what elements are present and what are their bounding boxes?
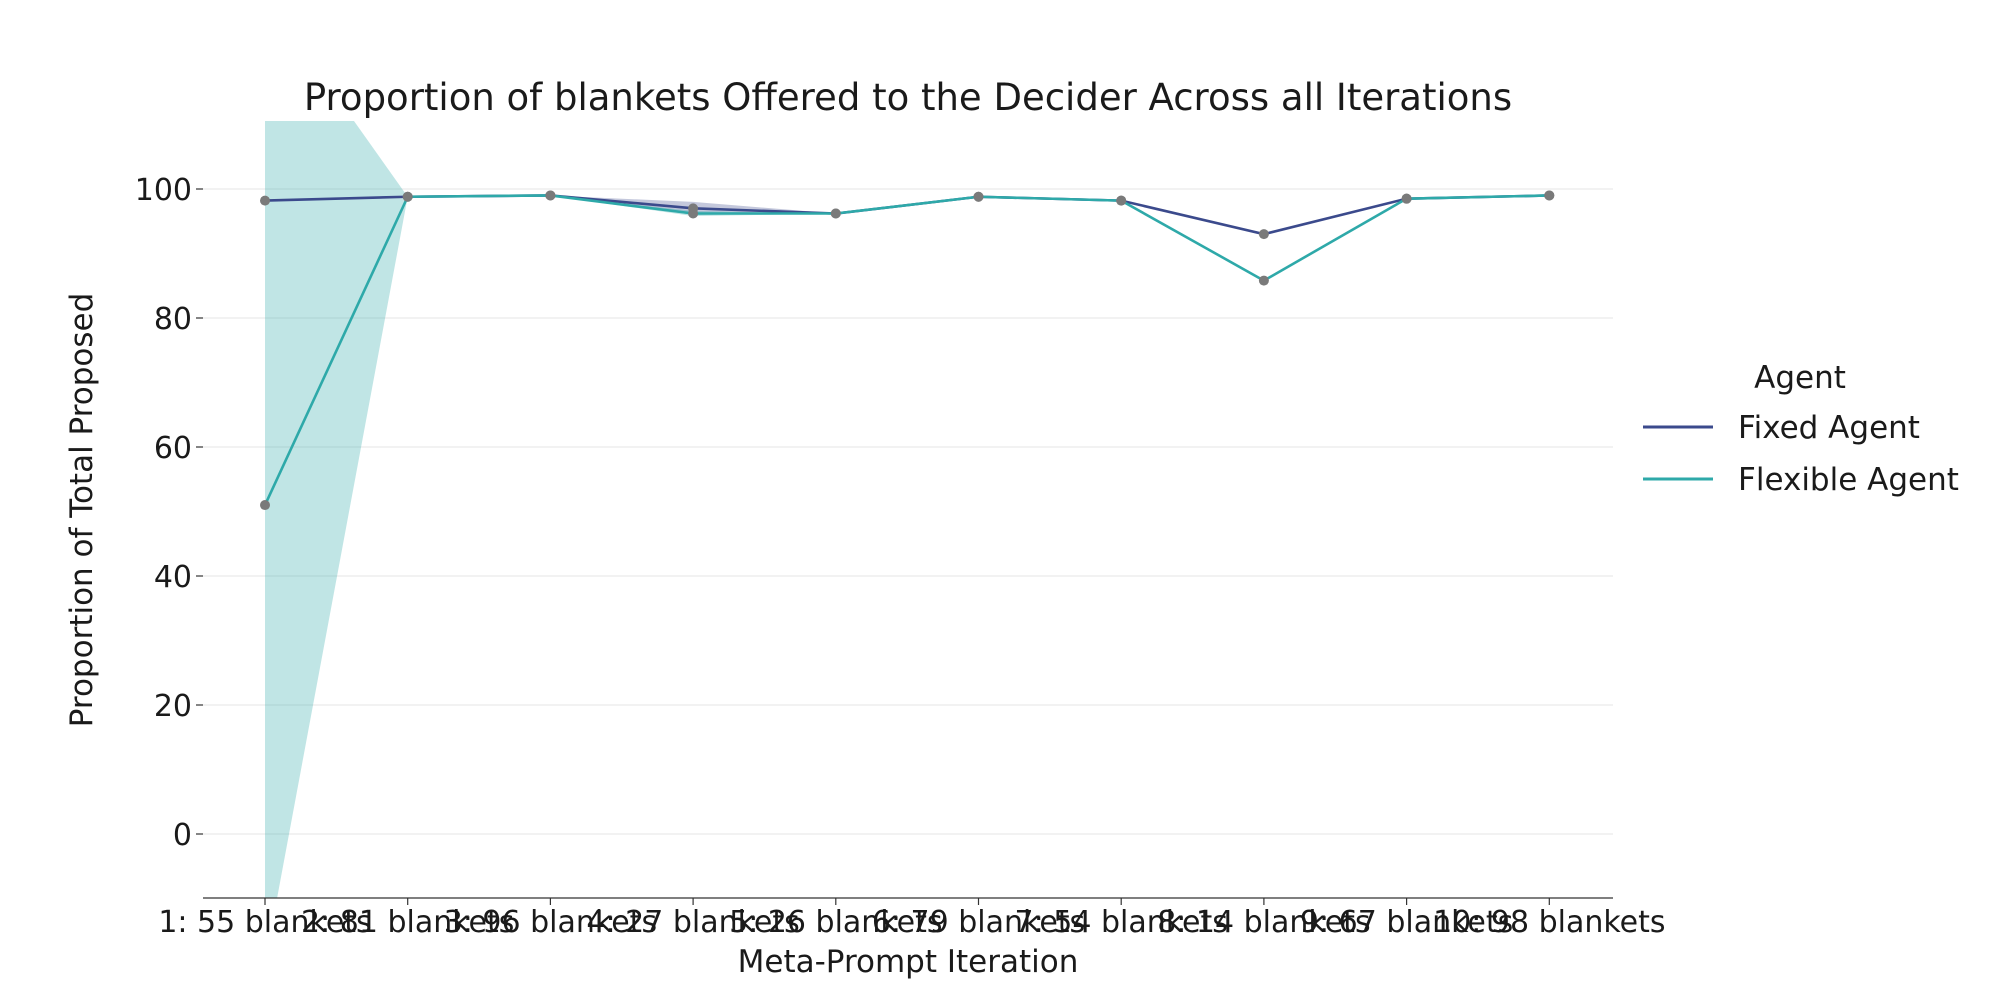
series-markers [260, 190, 1555, 511]
x-tick-label: 4: 27 blankets [586, 905, 799, 940]
x-tick-label: 1: 55 blankets [158, 905, 371, 940]
y-tick-label: 80 [154, 302, 192, 337]
x-tick-label: 10: 98 blankets [1433, 905, 1665, 940]
data-point [830, 208, 841, 219]
data-point [260, 500, 270, 511]
y-axis-label: Proportion of Total Proposed [64, 293, 100, 728]
chart-title: Proportion of blankets Offered to the De… [304, 76, 1512, 119]
data-point [688, 208, 699, 219]
grid-lines [203, 188, 1613, 835]
data-point [1544, 190, 1555, 201]
legend: Agent Fixed Agent Flexible Agent [1643, 360, 1959, 498]
x-tick-label: 3: 96 blankets [444, 905, 657, 940]
legend-item-flexible-agent: Flexible Agent [1643, 462, 1959, 498]
x-tick-label: 9: 67 blankets [1300, 905, 1513, 940]
x-tick-label: 7: 54 blankets [1015, 905, 1228, 940]
data-point [545, 190, 556, 201]
confidence-bands [265, 121, 1550, 898]
data-point [1401, 193, 1412, 204]
x-tick-label: 8: 14 blankets [1157, 905, 1370, 940]
data-point [260, 195, 270, 206]
data-point [973, 191, 984, 202]
x-axis-label: Meta-Prompt Iteration [738, 944, 1079, 980]
legend-title: Agent [1754, 360, 1846, 396]
confidence-band [265, 121, 1550, 898]
x-tick-label: 5: 26 blankets [729, 905, 942, 940]
series-line [263, 194, 1550, 506]
legend-item-fixed-agent: Fixed Agent [1643, 410, 1920, 446]
data-point [1258, 275, 1269, 286]
y-tick-label: 0 [173, 818, 192, 853]
legend-label: Flexible Agent [1738, 462, 1959, 498]
y-tick-label: 60 [154, 431, 192, 466]
y-ticks: 0 20 40 60 80 100 [135, 173, 203, 853]
y-tick-label: 20 [154, 689, 192, 724]
data-point [402, 191, 413, 202]
series-lines [263, 194, 1550, 506]
data-point [1258, 229, 1269, 240]
x-tick-label: 6: 79 blankets [872, 905, 1085, 940]
legend-label: Fixed Agent [1738, 410, 1920, 446]
y-tick-label: 100 [135, 173, 192, 208]
x-tick-label: 2: 81 blankets [301, 905, 514, 940]
y-tick-label: 40 [154, 560, 192, 595]
data-point [1116, 195, 1127, 206]
